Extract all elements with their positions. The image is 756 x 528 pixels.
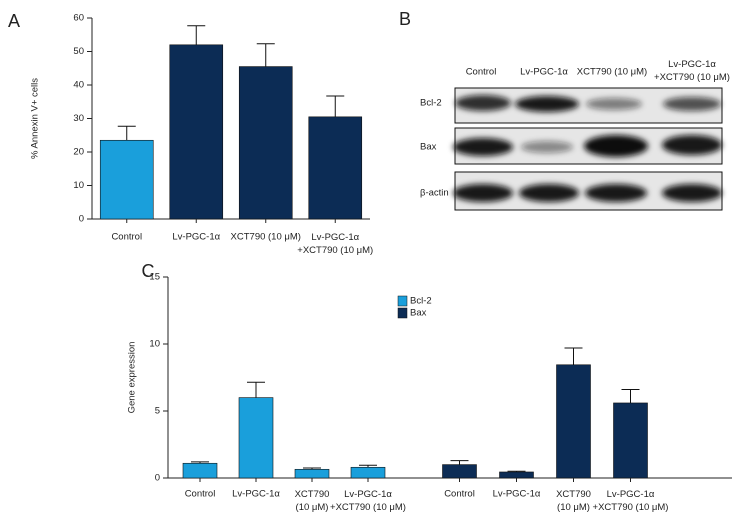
bar <box>442 464 477 479</box>
legend-swatch <box>397 307 408 319</box>
x-tick-label: Lv-PGC-1α +XCT790 (10 μM) <box>593 489 669 513</box>
y-tick-label: 20 <box>73 147 84 158</box>
panel-label: B <box>399 9 411 29</box>
bar <box>169 44 224 220</box>
legend-label: Bcl-2 <box>410 296 432 307</box>
x-tick-label: Lv-PGC-1α <box>493 489 541 500</box>
blot-column: XCT790 (10 μM) <box>577 67 647 78</box>
x-tick-label: Control <box>444 489 475 500</box>
x-tick-label: XCT790 (10 μM) <box>556 489 591 513</box>
bar <box>182 462 218 479</box>
y-tick-label: 15 <box>149 272 160 283</box>
y-tick-label: 5 <box>155 406 160 417</box>
x-tick-label: Lv-PGC-1α <box>232 489 280 500</box>
bar <box>238 397 274 479</box>
bar <box>350 466 386 479</box>
x-tick-label: Control <box>111 232 142 243</box>
bar <box>99 139 154 220</box>
y-tick-label: 50 <box>73 46 84 57</box>
bar <box>613 402 648 479</box>
bar <box>308 116 363 220</box>
y-tick-label: 30 <box>73 113 84 124</box>
x-tick-label: XCT790 (10 μM) <box>295 489 330 513</box>
blot-column: Lv-PGC-1α <box>520 67 568 78</box>
panel-label: A <box>8 11 20 31</box>
bar <box>294 468 330 479</box>
y-tick-label: 10 <box>149 339 160 350</box>
legend-swatch <box>397 295 408 307</box>
blot-row: Bax <box>420 142 437 153</box>
legend-label: Bax <box>410 308 427 319</box>
x-tick-label: Control <box>185 489 216 500</box>
y-tick-label: 10 <box>73 180 84 191</box>
bar <box>556 364 591 479</box>
blot-row: Bcl-2 <box>420 98 442 109</box>
blot-column: Lv-PGC-1α +XCT790 (10 μM) <box>654 59 730 83</box>
x-tick-label: Lv-PGC-1α +XCT790 (10 μM) <box>330 489 406 513</box>
y-axis-label: Gene expression <box>127 342 138 414</box>
x-tick-label: XCT790 (10 μM) <box>231 232 301 243</box>
bands <box>453 95 722 202</box>
y-tick-label: 60 <box>73 13 84 24</box>
panel-label: C <box>142 261 155 281</box>
x-tick-label: Lv-PGC-1α +XCT790 (10 μM) <box>297 232 373 256</box>
x-tick-label: Lv-PGC-1α <box>172 232 220 243</box>
blot-row: β-actin <box>420 188 449 199</box>
y-axis-label: % Annexin V+ cells <box>30 78 41 159</box>
blot <box>453 87 723 211</box>
y-tick-label: 40 <box>73 80 84 91</box>
blot-column: Control <box>466 67 497 78</box>
y-tick-label: 0 <box>155 473 160 484</box>
bar <box>499 471 534 479</box>
y-tick-label: 0 <box>79 214 84 225</box>
bar <box>238 66 293 220</box>
